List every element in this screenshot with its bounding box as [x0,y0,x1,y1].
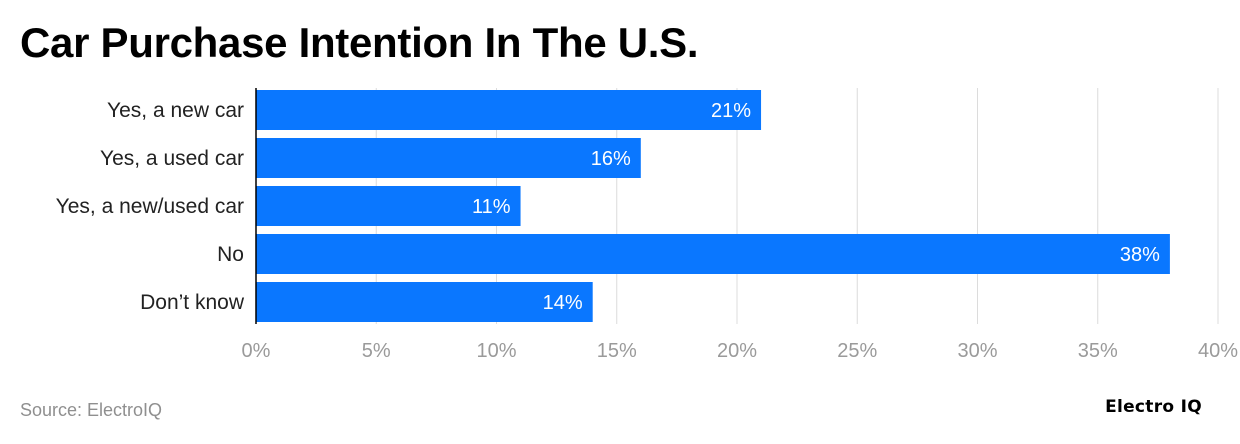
category-label: Yes, a used car [100,147,244,170]
category-label: No [217,243,244,266]
x-tick-label: 0% [242,340,271,362]
x-tick-label: 35% [1078,340,1118,362]
bar [256,234,1170,274]
bar-value-label: 21% [711,100,751,122]
x-tick-label: 20% [717,340,757,362]
bar [256,282,593,322]
x-tick-label: 5% [362,340,391,362]
x-tick-label: 40% [1198,340,1238,362]
bar-value-label: 16% [591,148,631,170]
bar-value-label: 11% [472,196,511,218]
category-label: Yes, a new car [107,99,244,122]
brand-logo: Electro IQ [1105,397,1202,417]
source-note: Source: ElectroIQ [20,400,163,420]
category-label: Yes, a new/used car [56,195,244,218]
x-tick-label: 10% [476,340,516,362]
x-tick-label: 25% [837,340,877,362]
bar [256,138,641,178]
x-tick-label: 15% [597,340,637,362]
bar [256,90,762,130]
bar [256,186,521,226]
bar-value-label: 38% [1120,244,1160,266]
x-tick-label: 30% [957,340,997,362]
category-label: Don’t know [140,291,245,314]
bar-value-label: 14% [543,292,583,314]
chart-title: Car Purchase Intention In The U.S. [20,19,699,66]
